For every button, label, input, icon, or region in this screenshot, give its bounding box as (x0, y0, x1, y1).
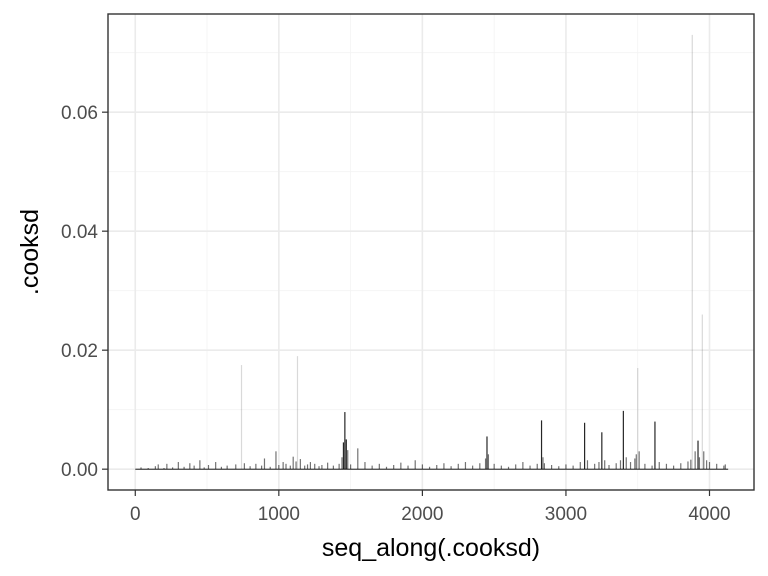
x-axis-title: seq_along(.cooksd) (322, 534, 540, 562)
x-tick-label: 2000 (401, 504, 443, 525)
plot-panel-background (108, 14, 754, 490)
y-tick-label: 0.00 (61, 460, 98, 481)
y-tick-label: 0.04 (61, 222, 98, 243)
x-tick-label: 1000 (258, 504, 300, 525)
plot-panel-border (107, 13, 755, 491)
bars (135, 34, 729, 470)
x-tick-label: 3000 (545, 504, 587, 525)
y-tick-label: 0.06 (61, 103, 98, 124)
y-axis-title: .cooksd (16, 209, 44, 295)
x-tick-label: 4000 (688, 504, 730, 525)
x-tick-label: 0 (130, 504, 141, 525)
y-tick-label: 0.02 (61, 341, 98, 362)
axes: 0 1000 2000 3000 4000 0.00 0.02 0.04 0.06 (61, 103, 731, 525)
